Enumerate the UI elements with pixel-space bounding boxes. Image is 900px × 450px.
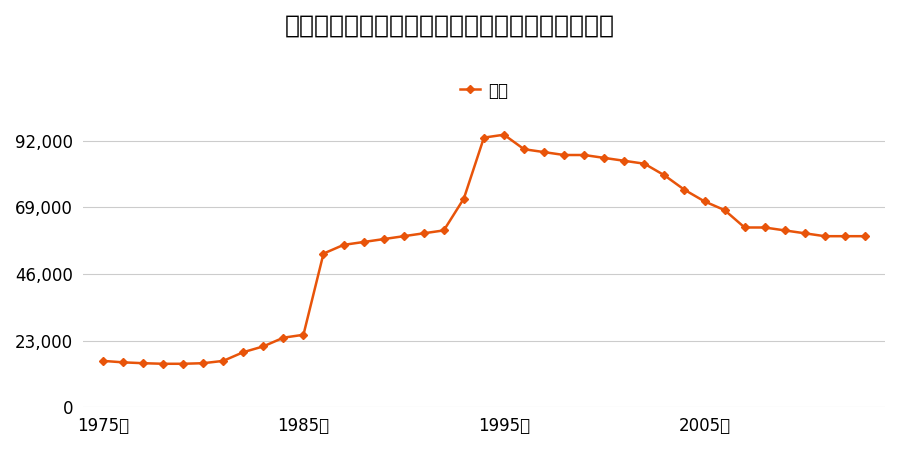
- 価格: [177, 361, 188, 366]
- 価格: [479, 135, 490, 140]
- 価格: [418, 230, 429, 236]
- 価格: [539, 149, 550, 155]
- 価格: [840, 234, 850, 239]
- 価格: [598, 155, 609, 161]
- 価格: [760, 225, 770, 230]
- 価格: [619, 158, 630, 163]
- 価格: [719, 207, 730, 213]
- 価格: [438, 228, 449, 233]
- 価格: [680, 187, 690, 193]
- 価格: [97, 358, 108, 364]
- 価格: [518, 147, 529, 152]
- 価格: [559, 152, 570, 158]
- 価格: [258, 344, 269, 349]
- 価格: [699, 199, 710, 204]
- Text: 愛知県東海市加木屋町御林１６番１９の地価推移: 愛知県東海市加木屋町御林１６番１９の地価推移: [285, 14, 615, 37]
- 価格: [338, 242, 349, 248]
- 価格: [118, 360, 129, 365]
- 価格: [399, 234, 410, 239]
- 価格: [499, 132, 509, 137]
- 価格: [458, 196, 469, 201]
- 価格: [378, 236, 389, 242]
- 価格: [659, 173, 670, 178]
- 価格: [238, 350, 248, 355]
- 価格: [639, 161, 650, 166]
- 価格: [278, 335, 289, 340]
- 価格: [318, 251, 328, 256]
- Legend: 価格: 価格: [453, 75, 515, 106]
- 価格: [158, 361, 168, 366]
- Line: 価格: 価格: [100, 132, 868, 367]
- 価格: [298, 332, 309, 338]
- 価格: [779, 228, 790, 233]
- 価格: [579, 152, 590, 158]
- 価格: [739, 225, 750, 230]
- 価格: [358, 239, 369, 245]
- 価格: [138, 360, 148, 366]
- 価格: [198, 360, 209, 366]
- 価格: [819, 234, 830, 239]
- 価格: [218, 358, 229, 364]
- 価格: [799, 230, 810, 236]
- 価格: [860, 234, 870, 239]
